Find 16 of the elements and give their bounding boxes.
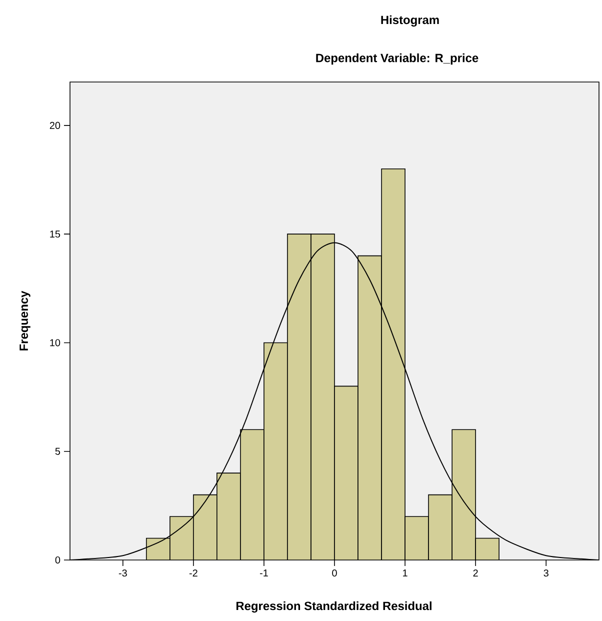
x-axis-title: Regression Standardized Residual [236,601,432,613]
y-tick-label: 20 [50,122,60,129]
y-axis-title: Frequency [20,290,30,350]
y-tick-label: 15 [50,230,60,238]
y-tick-label: 5 [55,448,60,455]
y-tick-label: 10 [50,339,60,346]
x-tick-label: -3 [118,570,127,577]
x-tick-label: 1 [403,570,408,576]
x-tick-label: -2 [189,570,198,576]
chart-subtitle: Dependent Variable: R_price [316,53,478,65]
x-tick-label: 2 [473,570,478,576]
x-tick-label: 0 [332,570,337,577]
x-tick-label: 3 [544,570,548,577]
y-tick-label: 0 [55,556,60,564]
chart-title: Histogram [381,15,439,27]
x-tick-label: -1 [260,570,268,576]
